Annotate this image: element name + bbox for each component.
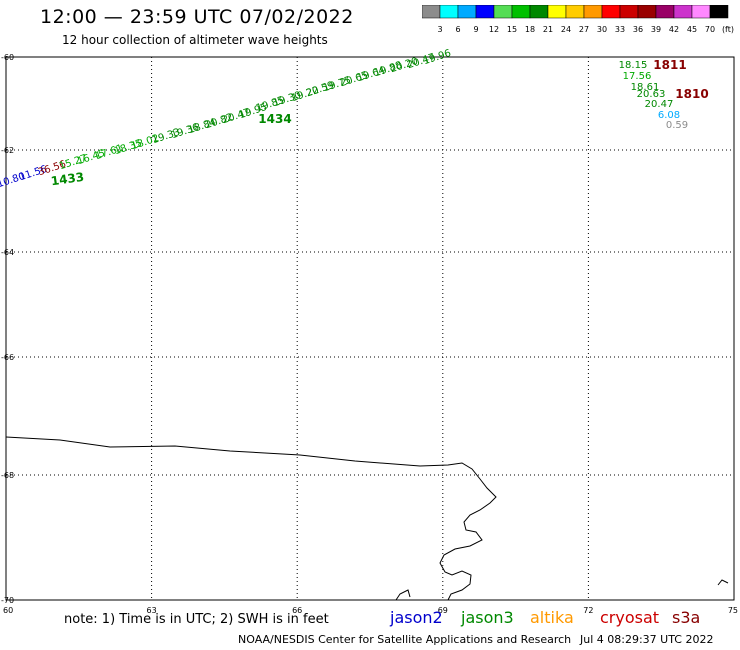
- footnote: note: 1) Time is in UTC; 2) SWH is in fe…: [64, 612, 329, 627]
- colorbar-tick-label: 6: [455, 25, 460, 34]
- swh-value-label: 20.63: [637, 89, 666, 100]
- pass-time-label: 1433: [50, 170, 85, 189]
- swh-value-label: 17.56: [623, 71, 652, 82]
- longitude-label: 66: [292, 606, 302, 615]
- swh-value-label: 18.61: [631, 82, 660, 93]
- colorbar-tick-label: 15: [507, 25, 517, 34]
- colorbar-tick-label: 21: [543, 25, 553, 34]
- latitude-label: -62: [1, 146, 14, 155]
- longitude-label: 63: [147, 606, 157, 615]
- longitude-label: 75: [728, 606, 738, 615]
- colorbar-tick-label: 24: [561, 25, 571, 34]
- longitude-label: 72: [583, 606, 593, 615]
- legend-jason3: jason3: [461, 608, 514, 627]
- credit-line: NOAA/NESDIS Center for Satellite Applica…: [238, 633, 572, 646]
- colorbar-tick-label: 12: [489, 25, 499, 34]
- jason3-track-west: 10.8011.5636.5615.2716.4517.6118.3518.02…: [0, 48, 453, 190]
- map-border: [5, 56, 735, 601]
- colorbar-tick-label: 36: [633, 25, 643, 34]
- swh-value-label: 6.08: [658, 110, 680, 121]
- colorbar-swatch: [709, 5, 729, 19]
- swh-value-label: 19.96: [422, 48, 453, 67]
- map-subtitle: 12 hour collection of altimeter wave hei…: [62, 33, 328, 47]
- colorbar-tick-label: 45: [687, 25, 697, 34]
- map-frame: [5, 56, 735, 601]
- pass-time-labels: 1433 1434 1811 1810: [50, 58, 709, 188]
- pass-time-label: 1810: [675, 87, 708, 101]
- swh-value-label: 0.59: [666, 120, 688, 131]
- latitude-label: -66: [1, 353, 14, 362]
- latitude-label: -68: [1, 471, 14, 480]
- pass-time-label: 1434: [258, 112, 291, 126]
- map-title: 12:00 — 23:59 UTC 07/02/2022: [40, 6, 354, 28]
- latitude-label: -70: [1, 596, 14, 605]
- wave-height-colorbar: 3 6 9 12 15 18 21 24 27 30 33 36 39 42 45 70 (ft): [422, 5, 734, 34]
- colorbar-tick-label: 70: [705, 25, 715, 34]
- longitude-label: 60: [3, 606, 13, 615]
- colorbar-tick-label: 30: [597, 25, 607, 34]
- colorbar-tick-label: 3: [437, 25, 442, 34]
- colorbar-tick-label: 9: [473, 25, 478, 34]
- credit-timestamp: Jul 4 08:29:37 UTC 2022: [580, 633, 714, 646]
- colorbar-tick-label: 18: [525, 25, 535, 34]
- latitude-label: -60: [1, 53, 14, 62]
- legend-cryosat: cryosat: [600, 608, 660, 627]
- legend-s3a: s3a: [672, 608, 701, 627]
- pass-time-label: 1811: [653, 58, 686, 72]
- legend-jason2: jason2: [390, 608, 443, 627]
- legend-altika: altika: [530, 608, 574, 627]
- swh-value-label: 20.47: [645, 99, 674, 110]
- antarctic-coastline: [5, 436, 729, 601]
- colorbar-tick-label: 27: [579, 25, 589, 34]
- colorbar-tick-label: 39: [651, 25, 661, 34]
- longitude-label: 69: [438, 606, 448, 615]
- colorbar-tick-label: 33: [615, 25, 625, 34]
- colorbar-unit: (ft): [722, 25, 734, 34]
- latitude-label: -64: [1, 248, 14, 257]
- colorbar-tick-label: 42: [669, 25, 679, 34]
- lat-lon-grid: [6, 57, 734, 600]
- swh-value-label: 18.15: [619, 60, 648, 71]
